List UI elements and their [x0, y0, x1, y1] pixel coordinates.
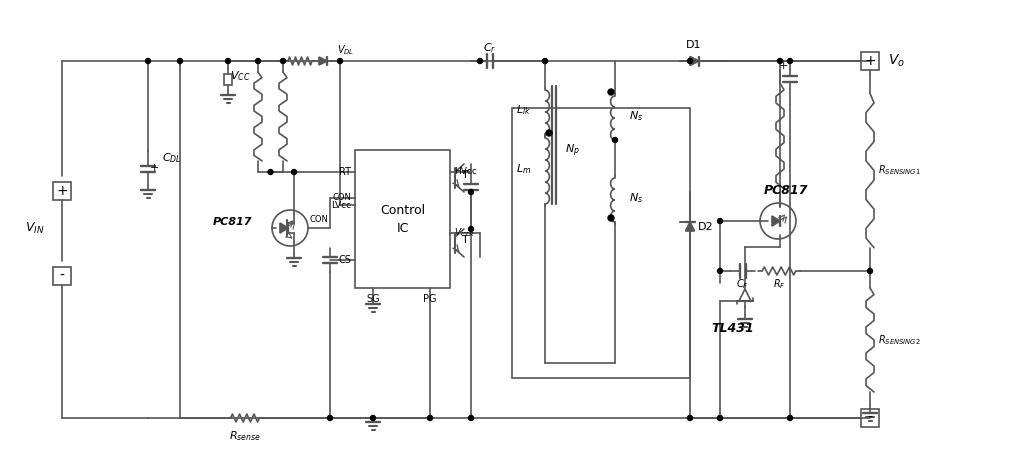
Text: $V_{IN}$: $V_{IN}$: [25, 220, 44, 236]
Bar: [861, 52, 879, 70]
Text: -: -: [59, 269, 65, 283]
Text: HVcc: HVcc: [454, 168, 477, 177]
Bar: [861, 409, 879, 427]
Text: +: +: [56, 184, 68, 198]
Text: D1: D1: [686, 40, 701, 50]
Circle shape: [469, 227, 473, 231]
Polygon shape: [280, 223, 288, 233]
Bar: [53, 182, 71, 200]
Circle shape: [145, 59, 151, 63]
Text: RT: RT: [339, 167, 351, 177]
Text: $R_F$: $R_F$: [773, 277, 785, 291]
Polygon shape: [319, 57, 327, 65]
Text: $L_{lk}$: $L_{lk}$: [516, 103, 531, 117]
Polygon shape: [772, 216, 780, 226]
Text: $C_{DL}$: $C_{DL}$: [162, 151, 181, 165]
Circle shape: [338, 59, 342, 63]
Bar: [355, 150, 450, 288]
Text: $C_r$: $C_r$: [483, 41, 497, 55]
Circle shape: [281, 59, 286, 63]
Circle shape: [177, 59, 182, 63]
Text: $V_{CTR}$: $V_{CTR}$: [454, 227, 474, 239]
Circle shape: [687, 59, 692, 63]
Text: CON: CON: [332, 194, 351, 202]
Text: LVcc: LVcc: [331, 200, 351, 209]
Text: SG: SG: [367, 294, 380, 304]
Text: $V_o$: $V_o$: [888, 53, 905, 69]
Text: $V_{DL}$: $V_{DL}$: [337, 43, 354, 57]
Text: $N_s$: $N_s$: [629, 191, 643, 205]
Text: -: -: [867, 411, 872, 425]
Text: Control: Control: [380, 204, 425, 217]
Text: +: +: [150, 163, 160, 173]
Circle shape: [469, 189, 473, 195]
Circle shape: [292, 169, 297, 175]
Text: PC817: PC817: [764, 185, 808, 198]
Text: +: +: [778, 61, 788, 71]
Circle shape: [867, 268, 872, 274]
Circle shape: [477, 59, 482, 63]
Text: +: +: [864, 54, 876, 68]
Text: CON: CON: [310, 216, 329, 225]
Circle shape: [427, 416, 432, 420]
Polygon shape: [685, 222, 694, 231]
Circle shape: [328, 416, 333, 420]
Text: PG: PG: [423, 294, 437, 304]
Circle shape: [543, 59, 548, 63]
Circle shape: [608, 89, 614, 95]
Bar: [224, 74, 232, 85]
Text: IC: IC: [396, 221, 409, 235]
Circle shape: [718, 416, 723, 420]
Circle shape: [718, 218, 723, 224]
Text: T: T: [462, 170, 469, 180]
Circle shape: [256, 59, 260, 63]
Circle shape: [777, 59, 782, 63]
Polygon shape: [690, 57, 699, 66]
Text: $L_m$: $L_m$: [516, 162, 531, 176]
Bar: [53, 267, 71, 285]
Circle shape: [608, 215, 614, 221]
Text: $R_{SENSING1}$: $R_{SENSING1}$: [878, 164, 921, 178]
Circle shape: [268, 169, 273, 175]
Text: TL431: TL431: [712, 323, 755, 336]
Circle shape: [687, 416, 692, 420]
Circle shape: [787, 59, 793, 63]
Text: T: T: [462, 235, 469, 245]
Bar: [512, 108, 690, 378]
Circle shape: [787, 416, 793, 420]
Circle shape: [546, 130, 552, 136]
Text: PC817: PC817: [213, 217, 252, 227]
Text: CS: CS: [338, 255, 351, 265]
Circle shape: [469, 416, 473, 420]
Circle shape: [371, 416, 376, 420]
Text: $C_F$: $C_F$: [736, 277, 749, 291]
Text: $V_{CC}$: $V_{CC}$: [230, 69, 251, 83]
Text: $R_{SENSING2}$: $R_{SENSING2}$: [878, 333, 921, 347]
Text: $R_{sense}$: $R_{sense}$: [229, 429, 261, 443]
Circle shape: [225, 59, 230, 63]
Text: $N_p$: $N_p$: [565, 143, 580, 159]
Circle shape: [718, 268, 723, 274]
Text: $N_s$: $N_s$: [629, 109, 643, 123]
Text: D2: D2: [698, 222, 714, 232]
Circle shape: [612, 138, 617, 142]
